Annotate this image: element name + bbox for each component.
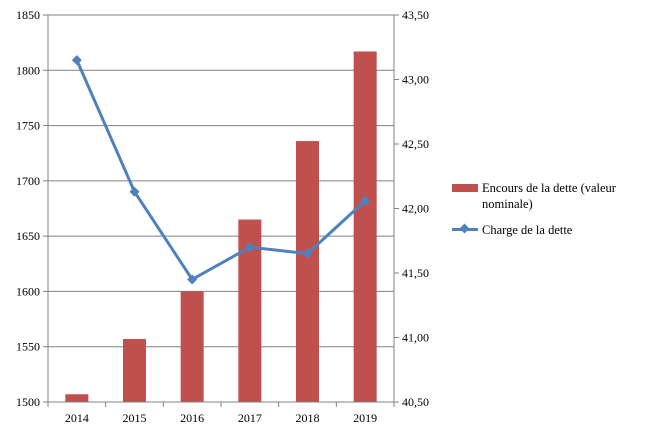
left-tick-label: 1800 (16, 63, 40, 77)
x-tick-label: 2015 (123, 411, 147, 425)
x-tick-label: 2016 (180, 411, 204, 425)
legend-swatch-line (452, 222, 478, 236)
bar-2018 (296, 141, 319, 402)
line-point-2016 (187, 274, 198, 285)
right-tick-label: 41,00 (402, 331, 429, 345)
right-tick-label: 43,00 (402, 73, 429, 87)
gridlines (48, 14, 394, 403)
line-point-2018 (302, 248, 313, 259)
legend-label-bar-series: Encours de la dette (valeur nominale) (482, 181, 616, 211)
bar-2014 (65, 394, 89, 402)
x-tick-label: 2018 (296, 411, 320, 425)
bar-2015 (123, 338, 146, 402)
left-tick-label: 1650 (16, 229, 40, 243)
legend: Encours de la dette (valeur nominale) Ch… (452, 180, 652, 248)
bar-series (65, 51, 377, 402)
right-tick-label: 41,50 (402, 266, 429, 280)
bar-2017 (238, 219, 262, 402)
line-point-2017 (244, 242, 255, 253)
legend-label-line-series: Charge de la dette (482, 223, 573, 237)
left-tick-label: 1750 (16, 119, 40, 133)
line-series-path (75, 59, 367, 281)
x-tick-label: 2017 (238, 411, 262, 425)
bar-2016 (180, 291, 204, 402)
x-tick-label: 2019 (353, 411, 377, 425)
left-axis-ticks: 1500 1550 1600 1650 1700 1750 1800 1850 (16, 8, 48, 409)
left-tick-label: 1550 (16, 340, 40, 354)
line-point-2019 (360, 195, 371, 206)
left-tick-label: 1850 (16, 8, 40, 22)
bar-2019 (353, 51, 377, 402)
right-axis-ticks: 40,50 41,00 41,50 42,00 42,50 43,00 43,50 (394, 8, 429, 409)
line-point-2014 (71, 55, 82, 66)
right-tick-label: 43,50 (402, 8, 429, 22)
left-tick-label: 1700 (16, 174, 40, 188)
legend-swatch-bar (452, 184, 478, 192)
right-tick-label: 42,50 (402, 137, 429, 151)
right-tick-label: 42,00 (402, 202, 429, 216)
x-axis-ticks: 2014 2015 2016 2017 2018 2019 (47, 402, 395, 425)
legend-item-line-series: Charge de la dette (452, 222, 652, 238)
x-tick-label: 2014 (65, 411, 89, 425)
right-tick-label: 40,50 (402, 395, 429, 409)
legend-item-bar-series: Encours de la dette (valeur nominale) (452, 180, 652, 212)
line-point-2015 (129, 186, 140, 197)
left-tick-label: 1500 (16, 395, 40, 409)
left-tick-label: 1600 (16, 284, 40, 298)
line-series (71, 55, 371, 285)
